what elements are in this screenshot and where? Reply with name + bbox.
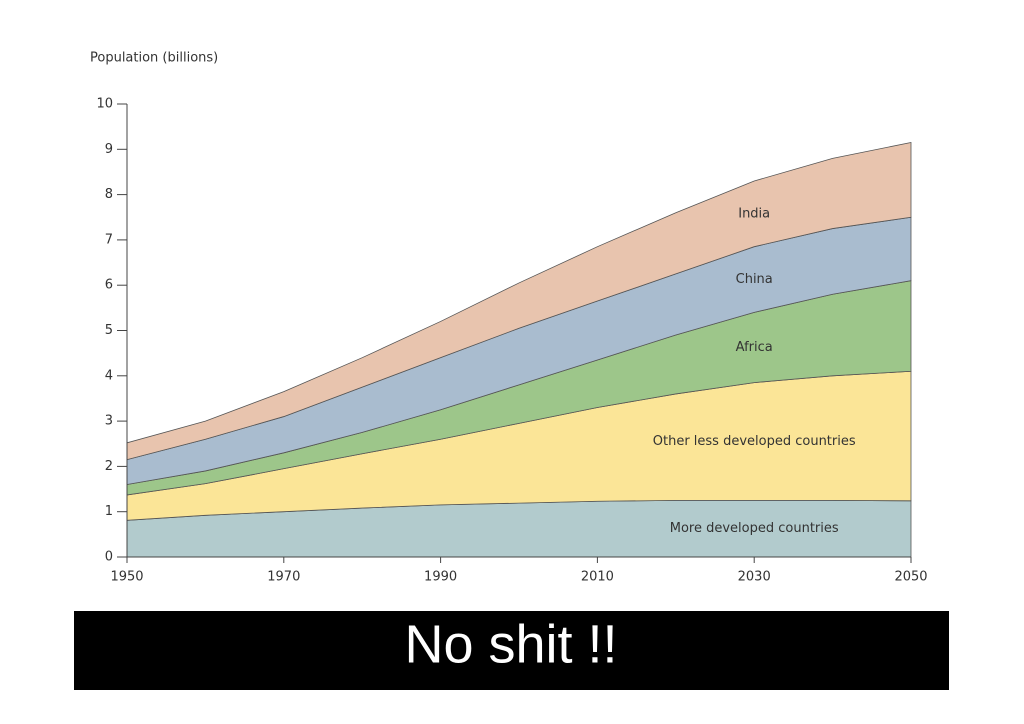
- series-label: More developed countries: [670, 521, 839, 536]
- y-tick-label: 7: [105, 232, 113, 247]
- caption-banner: [74, 611, 949, 690]
- x-tick-label: 2030: [738, 570, 771, 585]
- x-tick-label: 1990: [424, 570, 457, 585]
- y-tick-label: 6: [105, 278, 113, 293]
- x-tick-label: 1970: [267, 570, 300, 585]
- y-tick-label: 9: [105, 142, 113, 157]
- x-tick-label: 2010: [581, 570, 614, 585]
- series-label: Other less developed countries: [653, 434, 856, 449]
- x-tick-label: 2050: [894, 570, 927, 585]
- y-tick-label: 10: [96, 97, 113, 112]
- y-tick-label: 0: [105, 550, 113, 565]
- series-label: China: [736, 272, 773, 287]
- y-tick-label: 8: [105, 187, 113, 202]
- series-label: Africa: [736, 340, 773, 355]
- caption: No shit !!: [404, 614, 617, 674]
- x-tick-label: 1950: [110, 570, 143, 585]
- y-tick-label: 2: [105, 459, 113, 474]
- series-label: India: [738, 206, 770, 221]
- y-axis-label: Population (billions): [90, 51, 218, 66]
- y-tick-label: 3: [105, 414, 113, 429]
- y-tick-label: 4: [105, 368, 113, 383]
- y-tick-label: 1: [105, 504, 113, 519]
- y-tick-label: 5: [105, 323, 113, 338]
- area: [126, 142, 912, 461]
